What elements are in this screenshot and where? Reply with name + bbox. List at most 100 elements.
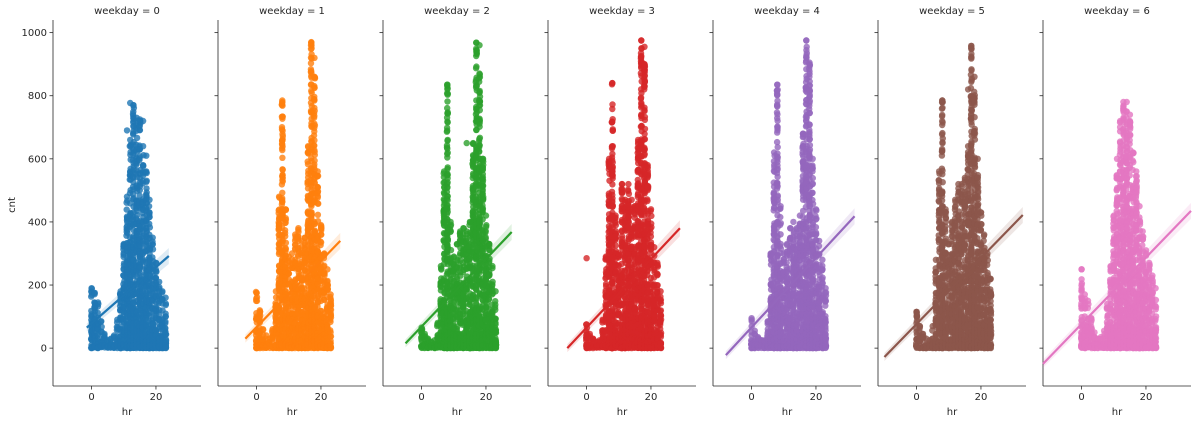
data-point <box>444 149 451 156</box>
data-point <box>608 143 616 151</box>
data-point <box>608 188 616 195</box>
data-point <box>612 242 619 249</box>
data-point <box>91 289 99 297</box>
data-point <box>327 341 334 348</box>
data-point <box>282 216 290 224</box>
data-point <box>282 239 290 246</box>
data-point <box>489 262 496 270</box>
data-point <box>492 321 499 328</box>
data-point <box>314 211 322 218</box>
x-tick-label: 20 <box>480 392 493 403</box>
data-point <box>443 142 451 149</box>
data-point <box>307 45 315 53</box>
scatter-points <box>252 38 335 352</box>
data-point <box>149 241 156 248</box>
data-point <box>253 297 261 305</box>
panel-title: weekday = 3 <box>589 6 655 17</box>
data-point <box>444 109 451 116</box>
data-point <box>311 84 318 92</box>
data-point <box>476 87 483 95</box>
data-point <box>145 203 153 210</box>
data-point <box>457 232 464 240</box>
data-point <box>492 315 499 322</box>
data-point <box>314 168 321 175</box>
x-tick-label: 0 <box>583 392 589 403</box>
data-point <box>444 164 451 171</box>
y-tick-label: 800 <box>28 91 47 102</box>
data-point <box>609 181 616 188</box>
data-point <box>278 145 286 152</box>
data-point <box>492 341 500 348</box>
data-point <box>162 294 169 301</box>
data-point <box>463 139 470 147</box>
data-point <box>159 288 166 295</box>
data-point <box>130 102 137 109</box>
data-point <box>278 124 286 131</box>
data-point <box>146 209 153 216</box>
data-point <box>281 227 289 234</box>
data-point <box>476 142 483 149</box>
data-point <box>162 344 170 351</box>
data-point <box>308 39 315 46</box>
data-point <box>88 285 95 292</box>
data-point <box>444 81 451 88</box>
x-tick-label: 20 <box>645 392 658 403</box>
data-point <box>314 200 321 207</box>
x-tick-label: 0 <box>88 392 94 403</box>
data-point <box>142 191 150 198</box>
data-point <box>314 183 321 191</box>
scatter-points <box>583 37 665 352</box>
data-point <box>327 327 334 334</box>
data-point <box>609 195 616 202</box>
data-point <box>476 148 483 155</box>
data-point <box>279 166 286 173</box>
data-point <box>476 42 483 49</box>
x-tick-label: 20 <box>150 392 163 403</box>
data-point <box>133 212 141 219</box>
data-point <box>314 192 321 200</box>
data-point <box>308 209 315 216</box>
data-point <box>476 70 483 77</box>
data-point <box>443 205 451 212</box>
data-point <box>252 288 260 296</box>
data-point <box>479 155 486 162</box>
data-point <box>162 300 169 307</box>
data-point <box>139 162 147 169</box>
data-point <box>327 300 334 308</box>
data-point <box>143 178 150 185</box>
data-point <box>149 246 157 253</box>
data-point <box>285 270 293 277</box>
panel-title: weekday = 2 <box>424 6 490 17</box>
data-point <box>324 285 331 293</box>
data-point <box>94 299 102 306</box>
data-point <box>311 104 318 112</box>
y-tick-label: 1000 <box>22 28 47 39</box>
data-point <box>311 54 318 62</box>
data-point <box>146 224 154 231</box>
data-point <box>317 239 325 246</box>
data-point <box>609 101 616 108</box>
data-point <box>278 181 286 188</box>
x-axis-label: hr <box>452 407 463 418</box>
data-point <box>444 236 451 243</box>
y-tick-label: 0 <box>41 344 47 355</box>
data-point <box>311 148 318 155</box>
data-point <box>279 154 286 161</box>
data-point <box>156 278 163 286</box>
data-point <box>609 126 616 133</box>
data-point <box>447 218 454 226</box>
y-tick-label: 200 <box>28 281 47 292</box>
data-point <box>476 134 484 141</box>
data-point <box>310 95 318 103</box>
data-point <box>609 166 616 173</box>
data-point <box>278 113 286 121</box>
data-point <box>327 333 334 340</box>
data-point <box>149 234 156 241</box>
data-point <box>473 49 480 56</box>
data-point <box>307 60 315 67</box>
regression-line <box>86 255 170 329</box>
data-point <box>327 314 335 321</box>
